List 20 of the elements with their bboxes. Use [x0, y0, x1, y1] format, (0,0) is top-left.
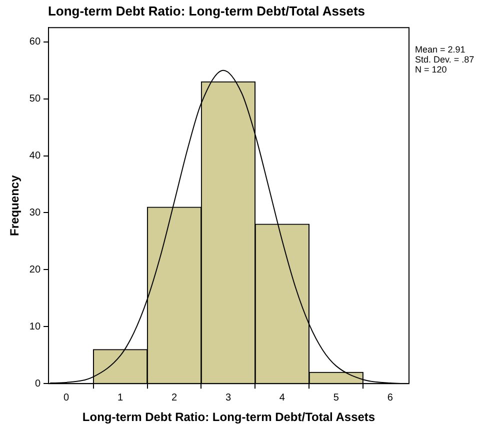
x-tick-label: 5 [333, 392, 340, 404]
y-tick-label: 30 [29, 207, 41, 218]
y-tick-label: 10 [29, 321, 41, 332]
y-axis-title: Frequency [8, 174, 22, 236]
x-tick-label: 1 [118, 392, 124, 404]
y-tick-label: 20 [29, 264, 41, 276]
y-tick-label: 50 [29, 94, 41, 105]
chart-title: Long-term Debt Ratio: Long-term Debt/Total Assets [48, 3, 366, 18]
text: N = 120 [415, 64, 447, 75]
x-tick-label: 0 [64, 392, 70, 404]
x-tick-label: 3 [225, 392, 232, 404]
x-axis-title: Long-term Debt Ratio: Long-term Debt/Total Assets [82, 410, 376, 424]
y-tick-label: 40 [29, 150, 41, 162]
x-tick-label: 2 [171, 392, 178, 404]
text: Std. Dev. = .87 [415, 54, 474, 65]
y-tick-label: 60 [29, 36, 41, 48]
x-tick-label: 4 [279, 392, 286, 404]
x-tick-label: 6 [387, 392, 394, 404]
text: Mean = 2.91 [415, 44, 466, 55]
y-tick-label: 0 [34, 378, 41, 390]
